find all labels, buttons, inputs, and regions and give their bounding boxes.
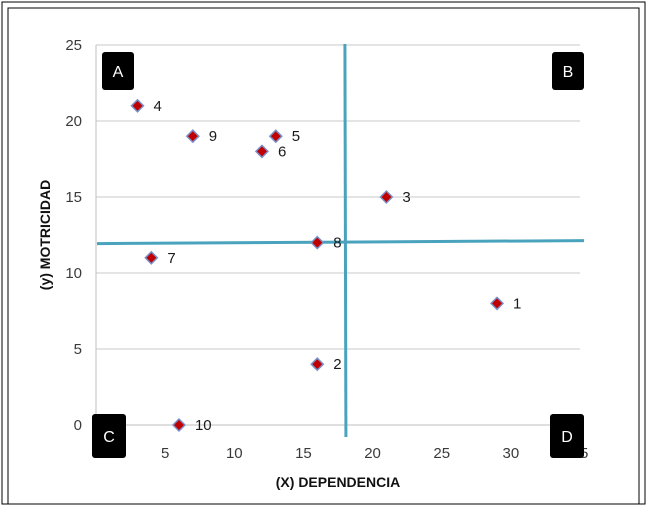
y-tick-label: 5: [74, 341, 82, 358]
quadrant-c-label: C: [103, 429, 115, 446]
point-label-6: 6: [278, 143, 286, 160]
point-label-10: 10: [195, 417, 212, 434]
point-labels: 1 2 3 4 56 7 8 9 10: [153, 98, 521, 434]
x-tick-label: 15: [295, 445, 312, 462]
data-point-3: [379, 189, 394, 205]
data-point-8: [310, 235, 325, 250]
data-point-10: [171, 417, 187, 433]
quadrant-d-box: D: [550, 414, 584, 458]
x-tick-label: 20: [364, 445, 381, 462]
y-tick-labels: 0 5 10 15 20 25: [65, 37, 82, 434]
quadrant-b-label: B: [563, 64, 574, 81]
quadrant-dividers: [96, 43, 585, 438]
point-label-9: 9: [209, 128, 217, 145]
y-tick-label: 20: [65, 113, 82, 130]
point-label-2: 2: [333, 356, 341, 373]
quadrant-c-box: C: [92, 414, 126, 458]
quadrant-d-label: D: [561, 429, 573, 446]
x-tick-label: 10: [226, 445, 243, 462]
horizontal-divider: [96, 239, 585, 246]
vertical-divider: [343, 43, 348, 438]
point-label-1: 1: [513, 295, 521, 312]
data-point-7: [144, 250, 159, 265]
x-tick-label: 30: [503, 445, 520, 462]
data-point-4: [130, 98, 145, 113]
inner-border: [7, 7, 640, 505]
quadrant-b-box: B: [552, 52, 584, 90]
point-label-8: 8: [333, 235, 341, 252]
y-tick-label: 0: [74, 417, 82, 434]
data-points: [130, 98, 505, 433]
point-label-5: 5: [292, 128, 300, 145]
y-axis-title: (y) MOTRICIDAD: [37, 180, 53, 290]
data-point-6: [254, 144, 270, 159]
y-tick-label: 25: [65, 37, 82, 54]
gridlines: [96, 44, 580, 350]
quadrant-a-box: A: [102, 52, 134, 90]
y-tick-label: 15: [65, 189, 82, 206]
x-tick-label: 5: [161, 445, 169, 462]
y-tick-label: 10: [65, 265, 82, 282]
x-tick-label: 25: [433, 445, 450, 462]
x-axis-title: (X) DEPENDENCIA: [276, 474, 400, 490]
quadrant-a-label: A: [113, 64, 124, 81]
data-point-9: [185, 129, 200, 144]
point-label-3: 3: [402, 189, 410, 206]
point-label-7: 7: [167, 250, 175, 267]
point-label-4: 4: [153, 98, 161, 115]
x-tick-labels: 05101520253035: [92, 445, 589, 462]
data-point-5: [268, 129, 283, 144]
data-point-2: [310, 357, 325, 372]
data-point-1: [489, 296, 505, 311]
